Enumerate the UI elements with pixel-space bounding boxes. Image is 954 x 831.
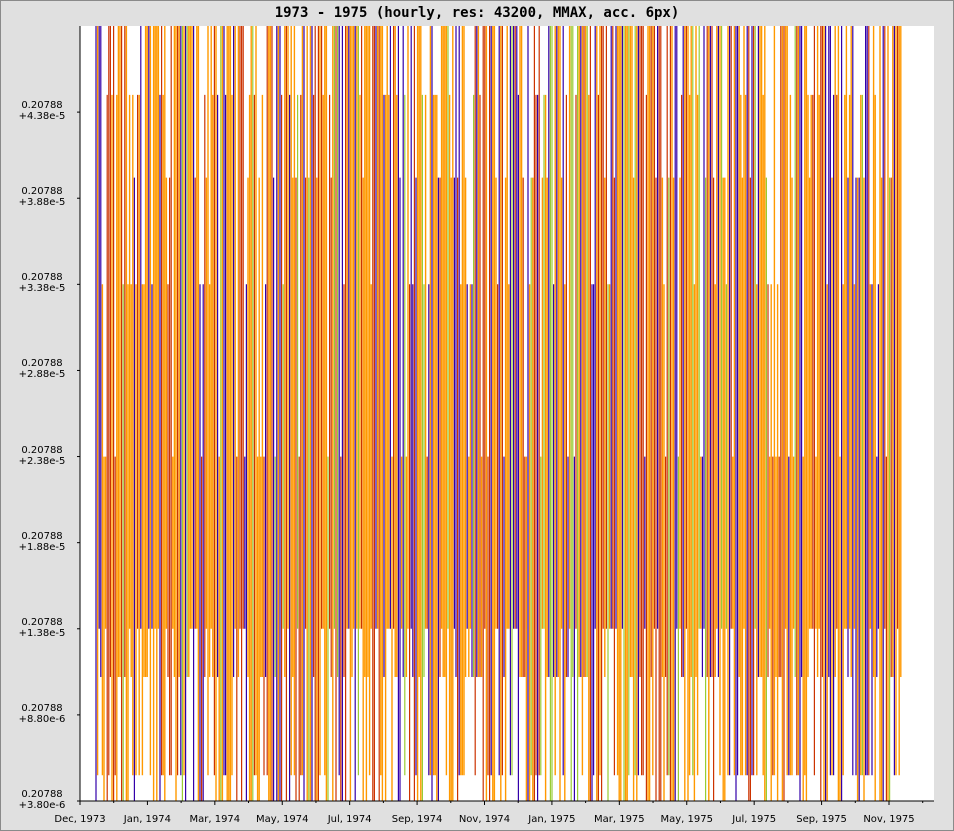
y-tick-label-offset: +4.38e-5 xyxy=(18,111,66,123)
y-tick-label-value: 0.20788 xyxy=(21,272,63,284)
x-tick-label: Nov, 1975 xyxy=(863,814,915,825)
chart-title: 1973 - 1975 (hourly, res: 43200, MMAX, a… xyxy=(274,5,680,21)
x-tick-label: Dec, 1973 xyxy=(54,814,106,825)
x-tick-label: Sep, 1974 xyxy=(391,814,443,825)
y-tick-label: 0.20788 +3.80e-6 xyxy=(6,789,78,811)
x-tick-label: May, 1974 xyxy=(256,814,309,825)
y-tick-label: 0.20788 +8.80e-6 xyxy=(6,703,78,725)
y-tick-label-value: 0.20788 xyxy=(21,358,63,370)
x-tick-label: Nov, 1974 xyxy=(458,814,511,825)
y-tick-label: 0.20788 +2.38e-5 xyxy=(6,445,78,467)
y-tick-label-value: 0.20788 xyxy=(21,789,63,800)
x-tick-label: Sep, 1975 xyxy=(796,814,847,825)
y-tick-label-offset: +3.38e-5 xyxy=(18,283,66,295)
y-tick-label-value: 0.20788 xyxy=(21,100,63,112)
x-tick-label: Jan, 1974 xyxy=(123,814,172,825)
y-tick-label-value: 0.20788 xyxy=(21,186,63,198)
x-tick-label: Jul, 1975 xyxy=(732,814,777,825)
y-tick-label-value: 0.20788 xyxy=(21,530,63,542)
y-tick-label-offset: +3.80e-6 xyxy=(18,800,66,811)
y-tick-label: 0.20788 +1.88e-5 xyxy=(6,531,78,553)
series-lines xyxy=(95,26,902,801)
y-tick-label-offset: +1.38e-5 xyxy=(18,627,66,639)
x-tick-label: Jan, 1975 xyxy=(528,814,576,825)
y-tick-marks xyxy=(77,111,80,802)
y-tick-label-value: 0.20788 xyxy=(21,444,63,456)
y-tick-label-value: 0.20788 xyxy=(21,702,63,714)
y-tick-label: 0.20788 +2.88e-5 xyxy=(6,358,78,380)
y-tick-label: 0.20788 +4.38e-5 xyxy=(6,100,78,122)
y-tick-label-offset: +1.88e-5 xyxy=(18,541,66,553)
y-tick-label-offset: +2.88e-5 xyxy=(18,369,66,381)
y-tick-label: 0.20788 +3.88e-5 xyxy=(6,186,78,208)
y-tick-label-offset: +8.80e-6 xyxy=(18,713,66,725)
y-tick-label: 0.20788 +1.38e-5 xyxy=(6,617,78,639)
x-tick-label: Mar, 1975 xyxy=(593,814,645,825)
x-tick-label: Jul, 1974 xyxy=(327,814,372,825)
y-tick-label-offset: +3.88e-5 xyxy=(18,197,66,209)
y-tick-label: 0.20788 +3.38e-5 xyxy=(6,272,78,294)
y-tick-label-value: 0.20788 xyxy=(21,616,63,628)
y-tick-label-offset: +2.38e-5 xyxy=(18,455,66,467)
x-tick-label: Mar, 1974 xyxy=(189,814,241,825)
x-tick-marks xyxy=(79,801,924,805)
x-tick-label: May, 1975 xyxy=(660,814,713,825)
